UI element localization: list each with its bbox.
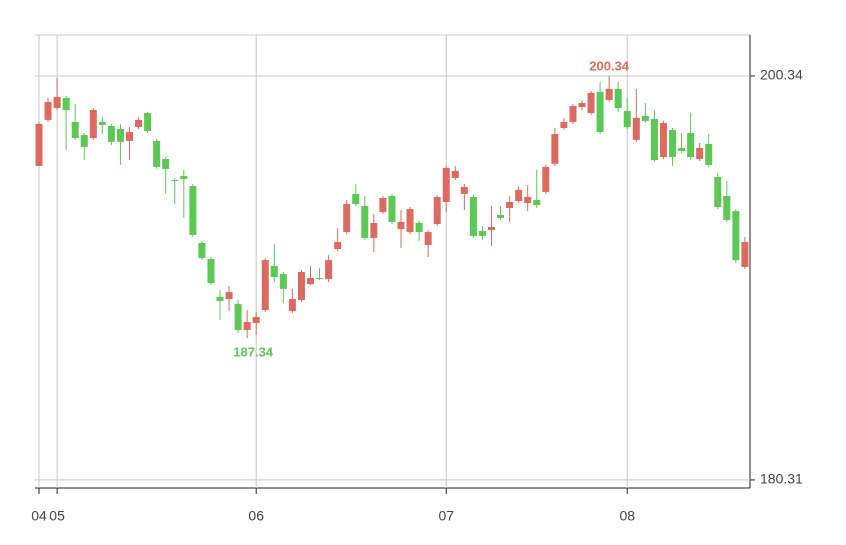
candle-body [678, 147, 686, 151]
candle-body [379, 197, 387, 213]
candle-body [252, 316, 260, 324]
candle-body [460, 187, 468, 194]
candle-body [623, 111, 631, 127]
candle-body [605, 88, 613, 100]
candle-body [406, 209, 414, 233]
candle-body [198, 242, 206, 259]
candle-body [524, 196, 532, 204]
candle-body [352, 193, 360, 205]
candle-body [288, 299, 296, 312]
candle-body [189, 186, 197, 235]
candle-body [732, 211, 740, 261]
candle-body [135, 119, 143, 127]
candle-body [415, 222, 423, 233]
y-tick-label: 180.31 [760, 471, 803, 487]
candle-body [451, 170, 459, 178]
candle-body [506, 202, 514, 209]
candle-body [53, 96, 61, 109]
candle-body [316, 278, 324, 280]
candle-body [116, 128, 124, 142]
candle-body [650, 118, 658, 161]
candle-body [705, 143, 713, 165]
candle-body [424, 232, 432, 245]
candle-body [397, 221, 405, 230]
x-tick-label: 06 [248, 508, 264, 524]
candle-body [89, 110, 97, 139]
candle-body [469, 196, 477, 236]
x-tick-label: 07 [438, 508, 454, 524]
candle-body [297, 271, 305, 301]
candle-body [307, 278, 314, 285]
candle-body [497, 214, 505, 218]
candle-body [587, 92, 595, 114]
max-label: 200.34 [589, 58, 630, 73]
candle-body [714, 176, 722, 208]
candle-body [334, 241, 342, 249]
candle-body [533, 199, 541, 206]
candle-body [126, 132, 133, 141]
candle-body [180, 175, 188, 180]
candle-body [542, 166, 550, 192]
candle-body [687, 133, 695, 158]
candle-body [578, 102, 586, 108]
candle-body [62, 97, 70, 111]
candle-body [659, 122, 667, 158]
candle-body [80, 135, 88, 147]
candle-body [515, 189, 523, 201]
candle-body [560, 121, 568, 128]
candle-body [98, 121, 106, 125]
candle-body [216, 296, 224, 302]
y-tick-label: 200.34 [760, 67, 803, 83]
candle-body [71, 121, 79, 139]
candle-body [44, 101, 52, 120]
candle-body [107, 125, 115, 142]
candle-body [596, 91, 604, 133]
candle-body [433, 196, 441, 224]
candle-body [370, 222, 378, 238]
candle-body [614, 88, 622, 109]
candle-body [234, 304, 242, 331]
candle-body [270, 265, 278, 278]
candle-body [741, 241, 749, 267]
candle-body [279, 274, 287, 289]
candle-body [343, 204, 351, 233]
candle-body [243, 322, 251, 331]
candle-body [488, 227, 495, 231]
candle-body [35, 123, 43, 166]
x-tick-label: 08 [619, 508, 635, 524]
min-label: 187.34 [233, 345, 274, 360]
candle-body [696, 147, 704, 160]
candle-body [361, 206, 369, 238]
x-tick-label: 04 [31, 508, 47, 524]
candle-body [669, 129, 676, 158]
candle-body [144, 113, 152, 132]
candle-body [641, 115, 649, 121]
candle-body [261, 260, 269, 311]
candle-body [442, 167, 450, 203]
candle-body [171, 180, 179, 182]
candle-body [162, 159, 170, 169]
candle-body [325, 260, 333, 280]
candle-body [153, 140, 161, 167]
candle-body [478, 231, 486, 236]
candle-body [207, 259, 215, 284]
candle-body [388, 195, 396, 222]
candle-body [632, 117, 640, 140]
candle-body [723, 195, 731, 220]
x-tick-label: 05 [49, 508, 65, 524]
candle-body [551, 134, 559, 164]
candle-body [569, 105, 577, 122]
candle-body [225, 291, 233, 300]
